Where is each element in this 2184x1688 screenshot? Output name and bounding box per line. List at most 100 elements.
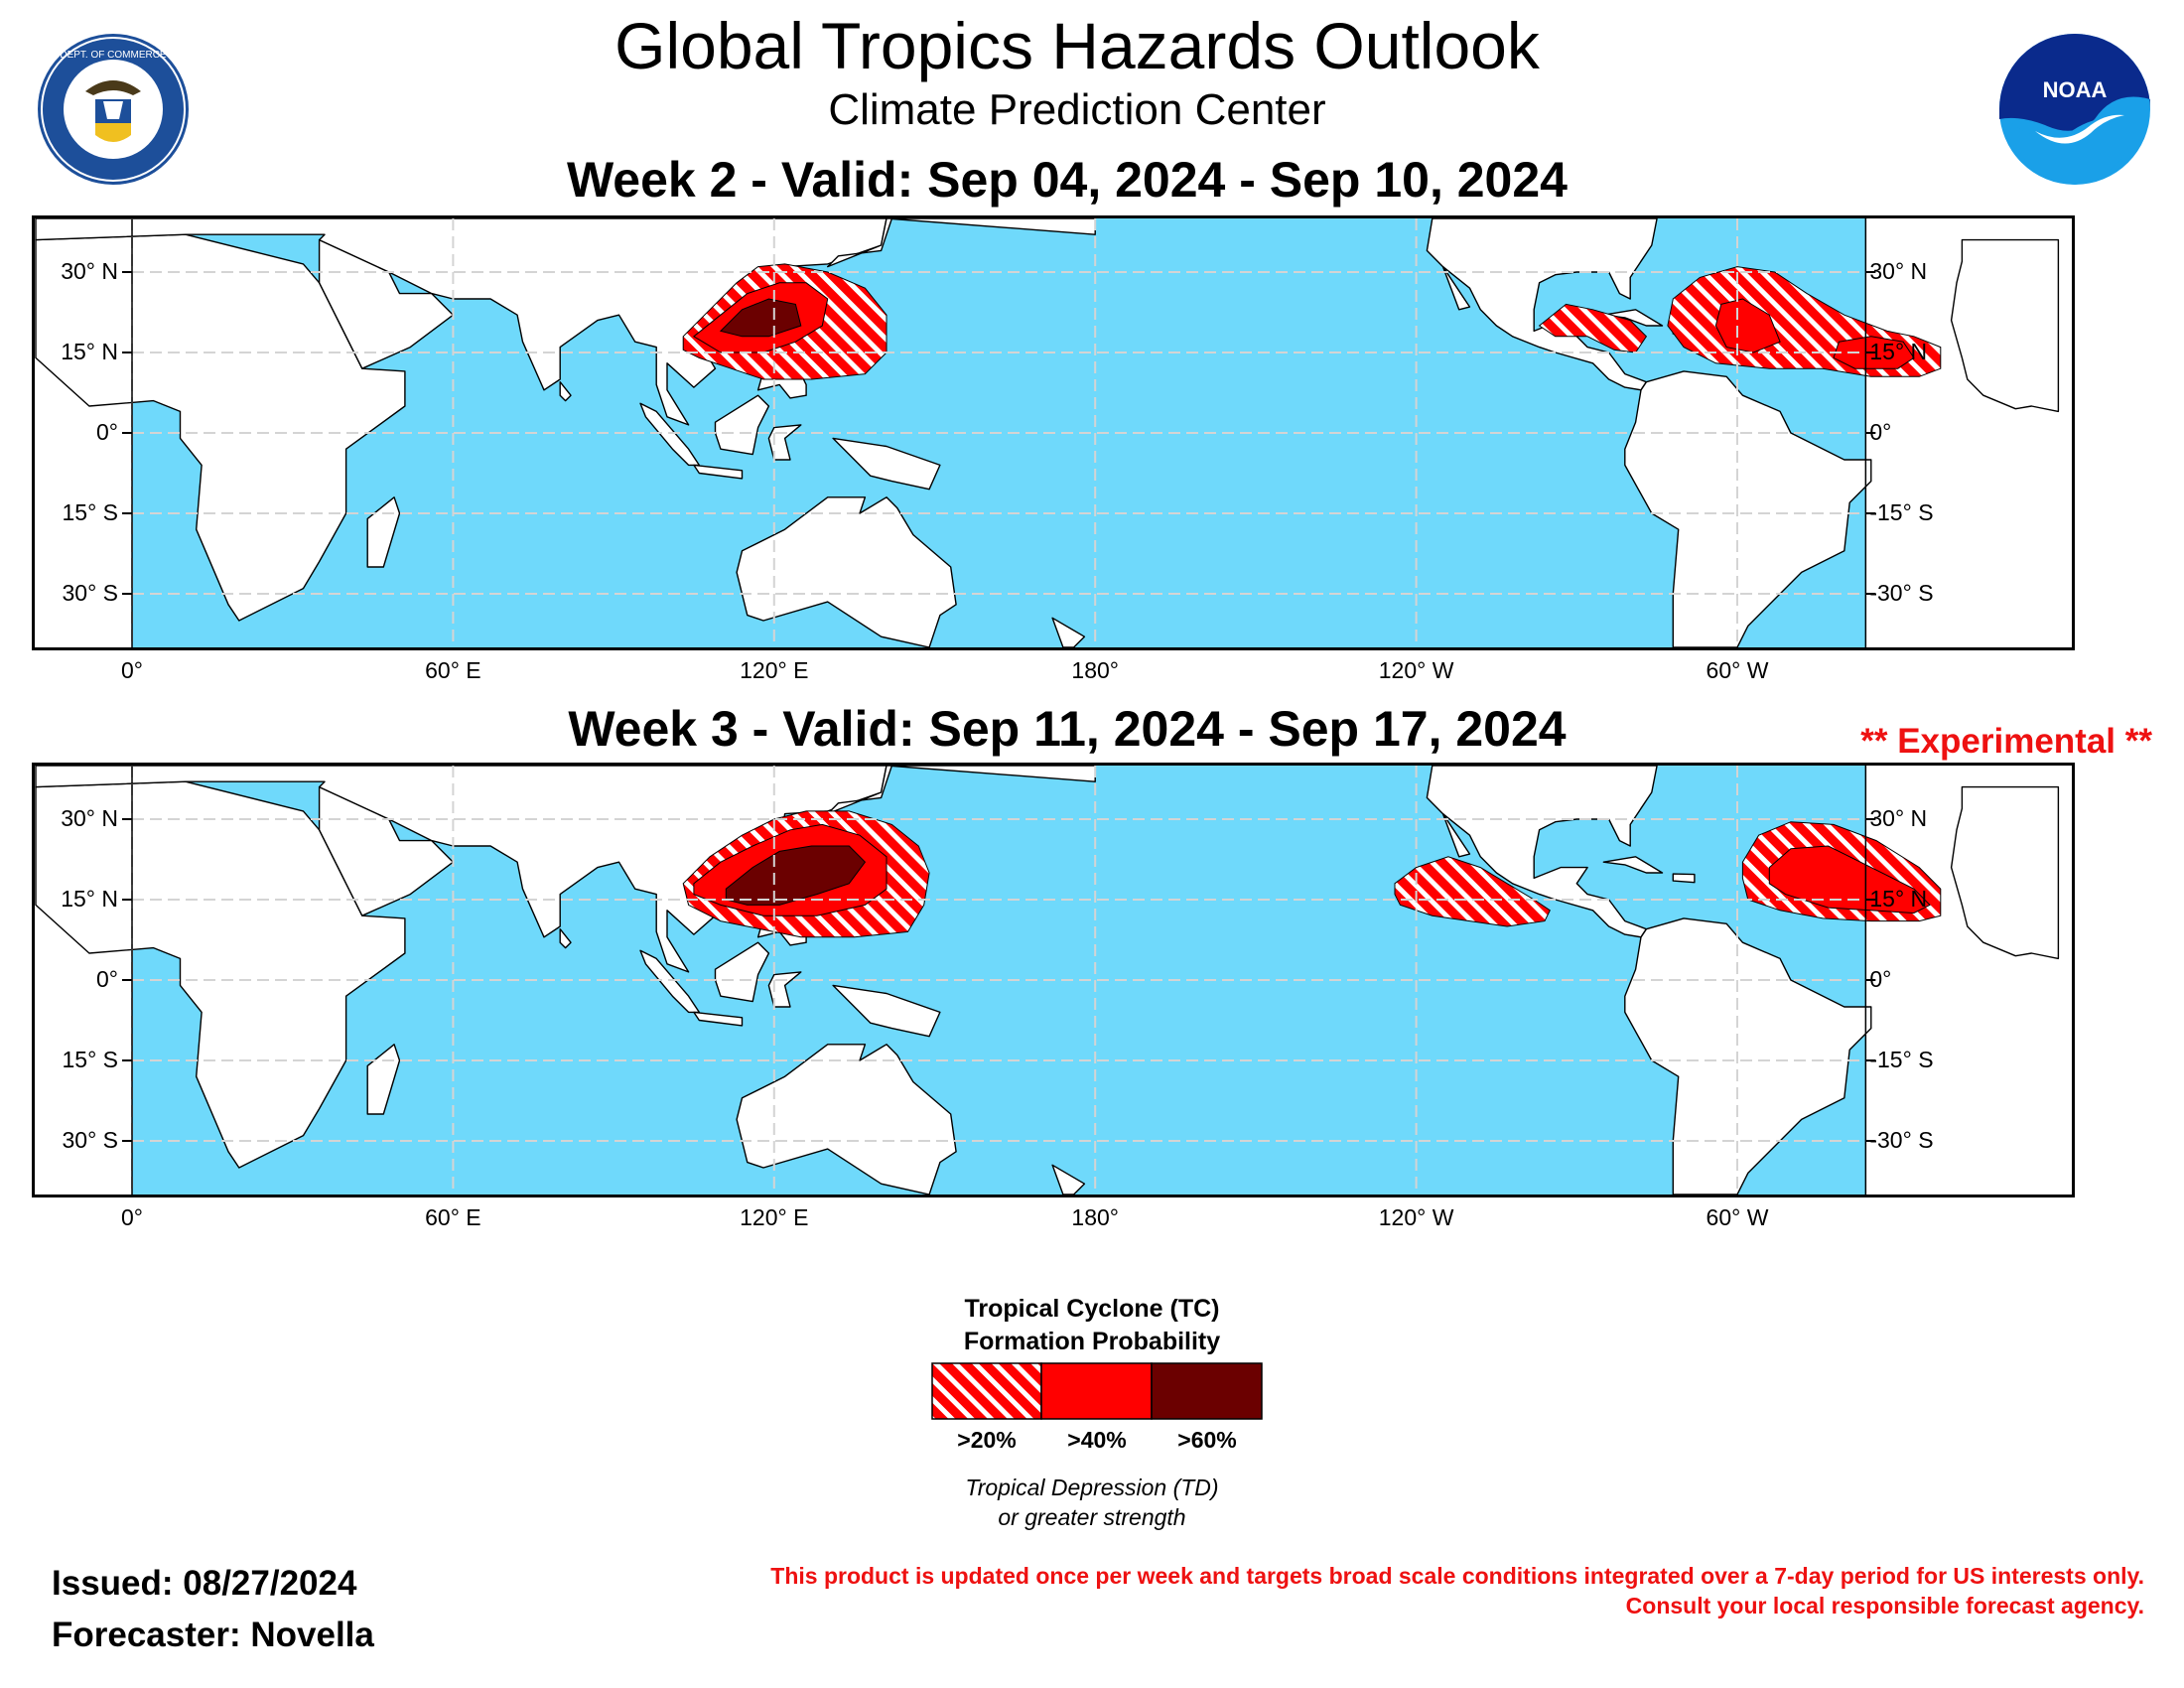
w2-x-tick-label: 120° W [1378, 657, 1454, 683]
w2-y-tick-label-left: 15° S [62, 499, 118, 525]
w3-y-tick-label-left: 30° N [61, 805, 118, 831]
land-south_america [1624, 917, 1872, 1195]
land-north_america [1426, 766, 1658, 938]
legend-note: Tropical Depression (TD) or greater stre… [864, 1473, 1320, 1532]
land-cuba [1602, 309, 1664, 327]
w3-y-tick-label-left: 0° [96, 966, 118, 992]
land-japan [827, 218, 893, 268]
hazard-areas [682, 810, 1942, 938]
w2-y-tick-label-left: 30° S [62, 580, 118, 606]
week3-map-panel [32, 763, 2075, 1197]
land-masses [35, 766, 2060, 1195]
week3-map [35, 766, 2060, 1195]
issued-date: Issued: 08/27/2024 [52, 1564, 357, 1603]
w3-x-tick-label: 120° E [740, 1204, 809, 1230]
land-west_africa_right [1950, 238, 2060, 413]
legend-box-gt40 [1040, 1362, 1153, 1420]
disclaimer-line2: Consult your local responsible forecast … [1625, 1593, 2144, 1618]
land-borneo [714, 941, 770, 1003]
land-australia [736, 496, 957, 647]
w3-y-tick-label-right: 30° N [1869, 805, 1928, 831]
land-hispaniola [1672, 873, 1696, 884]
land-baja [1441, 812, 1471, 858]
w3-x-tick-label: 60° E [425, 1204, 481, 1230]
w2-x-tick-label: 60° W [1706, 657, 1769, 683]
land-west_africa_right [1950, 785, 2060, 960]
land-sri_lanka [559, 928, 572, 949]
hazard-gt60-2 [719, 298, 802, 338]
land-new_guinea [832, 984, 941, 1038]
experimental-tag: ** Experimental ** [1860, 722, 2152, 761]
page-title: Global Tropics Hazards Outlook [614, 9, 1540, 82]
svg-text:DEPT. OF COMMERCE: DEPT. OF COMMERCE [60, 50, 167, 61]
w2-y-tick-label-right: -30° S [1869, 580, 1934, 606]
land-borneo [714, 394, 770, 456]
w2-y-tick-label-right: -15° S [1869, 499, 1934, 525]
land-japan [827, 766, 893, 815]
hazard-gt60-2 [725, 845, 867, 906]
land-nz [1051, 617, 1086, 647]
w2-x-tick-label: 0° [121, 657, 143, 683]
land-madagascar [366, 1044, 401, 1115]
legend-label-gt20: >20% [957, 1427, 1017, 1453]
w3-y-tick-label-left: 15° N [61, 886, 118, 912]
land-cuba [1602, 856, 1664, 874]
w3-y-tick-label-right: 15° N [1869, 886, 1928, 912]
hazard-gt20-3 [1394, 856, 1551, 927]
w3-y-tick-label-left: 30° S [62, 1127, 118, 1153]
grid-lines [131, 766, 1866, 1195]
w3-y-tick-label-right: -30° S [1869, 1127, 1934, 1153]
disclaimer-line1: This product is updated once per week an… [770, 1563, 2144, 1589]
land-java [693, 464, 744, 480]
land-nz [1051, 1164, 1086, 1195]
w3-y-tick-label-right: -15° S [1869, 1047, 1934, 1072]
hazard-gt40-5 [1714, 298, 1781, 353]
tick-marks [122, 218, 1876, 647]
land-sri_lanka [559, 381, 572, 402]
w2-x-tick-label: 60° E [425, 657, 481, 683]
land-masses [35, 218, 2060, 647]
w2-x-tick-label: 120° E [740, 657, 809, 683]
page-subtitle: Climate Prediction Center [828, 85, 1326, 134]
legend-note-line1: Tropical Depression (TD) [965, 1475, 1219, 1500]
legend-label-gt40: >40% [1067, 1427, 1127, 1453]
week2-map [35, 218, 2060, 647]
grid-lines [131, 218, 1866, 647]
w3-x-tick-label: 180° [1071, 1204, 1119, 1230]
w3-y-tick-label-right: 0° [1869, 966, 1892, 992]
hazard-gt40-5 [1768, 845, 1931, 914]
hazard-areas [682, 263, 1942, 380]
noaa-logo: NOAA [1999, 34, 2150, 185]
w2-y-tick-label-left: 0° [96, 419, 118, 445]
disclaimer: This product is updated once per week an… [770, 1561, 2144, 1620]
legend-note-line2: or greater strength [998, 1504, 1186, 1530]
land-south_america [1624, 370, 1872, 647]
land-baja [1441, 265, 1471, 311]
department-of-commerce-seal: DEPT. OF COMMERCE [38, 34, 189, 185]
land-australia [736, 1044, 957, 1195]
hazard-gt20-3 [1538, 303, 1648, 353]
legend-title-line2: Formation Probability [963, 1328, 1221, 1355]
land-java [693, 1011, 744, 1027]
land-north_america [1426, 218, 1658, 391]
w3-y-tick-label-left: 15° S [62, 1047, 118, 1072]
w2-y-tick-label-left: 30° N [61, 258, 118, 284]
forecaster-name: Forecaster: Novella [52, 1616, 374, 1654]
tick-marks [122, 766, 1876, 1195]
noaa-logo-text: NOAA [2043, 77, 2108, 102]
w3-x-tick-label: 0° [121, 1204, 143, 1230]
week3-title: Week 3 - Valid: Sep 11, 2024 - Sep 17, 2… [568, 701, 1567, 757]
w2-y-tick-label-right: 30° N [1869, 258, 1928, 284]
land-new_guinea [832, 437, 941, 491]
w2-y-tick-label-right: 0° [1869, 419, 1892, 445]
legend-title-line1: Tropical Cyclone (TC) [964, 1295, 1220, 1323]
land-madagascar [366, 496, 401, 568]
week2-title: Week 2 - Valid: Sep 04, 2024 - Sep 10, 2… [567, 152, 1568, 208]
w2-y-tick-label-right: 15° N [1869, 339, 1928, 364]
w2-x-tick-label: 180° [1071, 657, 1119, 683]
w2-y-tick-label-left: 15° N [61, 339, 118, 364]
legend-title: Tropical Cyclone (TC) Formation Probabil… [864, 1293, 1320, 1358]
legend-label-gt60: >60% [1177, 1427, 1237, 1453]
w3-x-tick-label: 120° W [1378, 1204, 1454, 1230]
legend-box-gt20 [931, 1362, 1042, 1420]
